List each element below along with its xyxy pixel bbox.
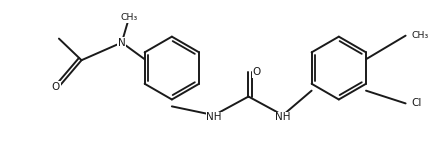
Text: NH: NH bbox=[206, 112, 222, 122]
Text: NH: NH bbox=[275, 112, 291, 122]
Text: CH₃: CH₃ bbox=[120, 13, 137, 22]
Text: CH₃: CH₃ bbox=[412, 31, 429, 40]
Text: O: O bbox=[252, 67, 261, 77]
Text: O: O bbox=[52, 82, 60, 92]
Text: Cl: Cl bbox=[412, 98, 422, 108]
Text: N: N bbox=[118, 37, 126, 47]
